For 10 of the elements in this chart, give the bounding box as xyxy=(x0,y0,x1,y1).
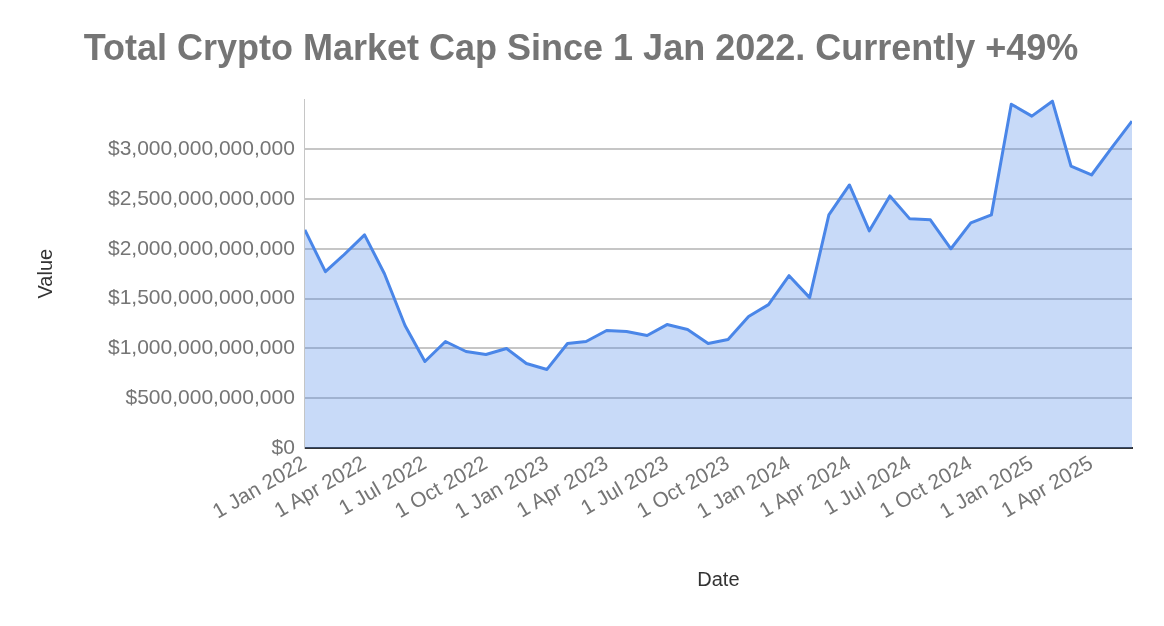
chart-title: Total Crypto Market Cap Since 1 Jan 2022. Currently +49% xyxy=(83,26,1079,68)
y-axis-title: Value xyxy=(33,248,56,299)
y-tick-label: $1,500,000,000,000 xyxy=(107,285,295,309)
y-tick-label: $3,000,000,000,000 xyxy=(107,135,295,159)
y-tick-label: $1,000,000,000,000 xyxy=(107,335,295,359)
x-axis-title: Date xyxy=(697,567,740,590)
y-tick-label: $2,500,000,000,000 xyxy=(107,185,295,209)
y-tick-label: $0 xyxy=(271,435,295,459)
y-tick-label: $500,000,000,000 xyxy=(125,385,295,409)
y-tick-label: $2,000,000,000,000 xyxy=(107,235,295,259)
